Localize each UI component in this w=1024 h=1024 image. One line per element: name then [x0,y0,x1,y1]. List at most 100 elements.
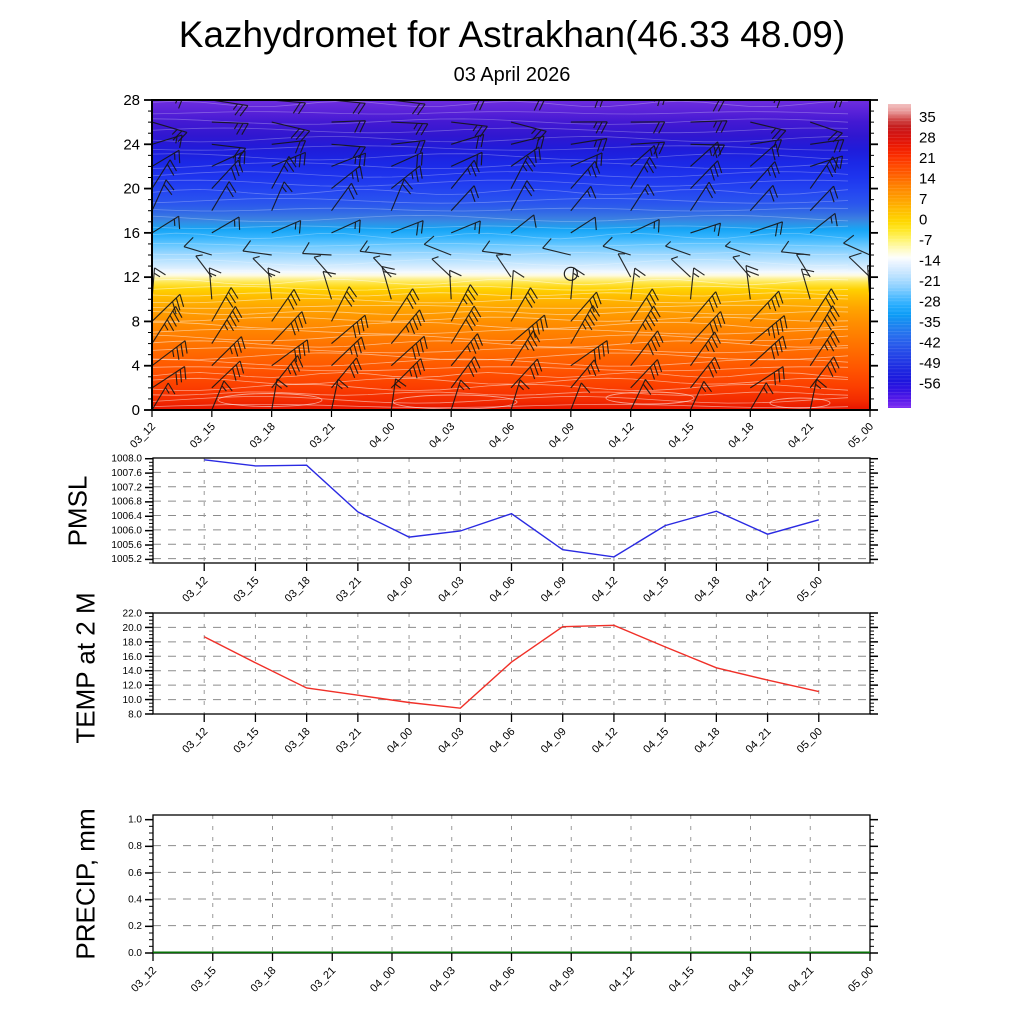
svg-text:0: 0 [919,212,927,229]
svg-text:18.0: 18.0 [123,637,143,648]
svg-text:03_18: 03_18 [248,421,278,451]
svg-text:04_00: 04_00 [385,575,415,605]
svg-text:04_12: 04_12 [590,726,620,756]
svg-text:04_21: 04_21 [744,726,774,756]
temp-panel: 22.0 20.0 18.0 16.0 14.0 12.0 10.0 8.0 03_12 03_1… [123,609,878,756]
svg-text:-7: -7 [919,232,932,249]
wind-barbs [152,100,870,410]
svg-text:04_15: 04_15 [641,726,671,756]
svg-text:28: 28 [919,130,936,147]
svg-text:-49: -49 [919,355,941,372]
svg-text:04_21: 04_21 [744,575,774,605]
svg-text:10.0: 10.0 [123,695,143,706]
svg-text:1.0: 1.0 [128,815,142,826]
svg-text:14: 14 [919,171,936,188]
svg-text:03_18: 03_18 [249,965,279,995]
svg-text:03_21: 03_21 [308,965,338,995]
svg-text:14.0: 14.0 [123,666,143,677]
svg-text:0.2: 0.2 [128,921,142,932]
temp-panel-series [203,624,819,709]
svg-text:20: 20 [123,181,140,198]
svg-text:04_12: 04_12 [590,575,620,605]
svg-text:-56: -56 [919,376,941,393]
svg-text:04_21: 04_21 [786,965,816,995]
svg-text:04_06: 04_06 [488,726,518,756]
svg-text:4: 4 [132,358,140,375]
svg-text:1007.6: 1007.6 [111,468,142,479]
svg-text:22.0: 22.0 [123,609,143,620]
precip-panel: 1.0 0.8 0.6 0.4 0.2 0.0 03_12 03_15 03_18 03_21 04… [128,814,878,995]
svg-text:04_09: 04_09 [547,965,577,995]
svg-text:04_15: 04_15 [641,575,671,605]
svg-text:03_21: 03_21 [334,726,364,756]
svg-text:-28: -28 [919,294,941,311]
svg-text:04_03: 04_03 [427,421,457,451]
svg-text:04_18: 04_18 [727,965,757,995]
svg-text:16: 16 [123,225,140,242]
svg-text:1006.4: 1006.4 [111,511,142,522]
svg-text:03_15: 03_15 [231,575,261,605]
svg-text:03_12: 03_12 [180,726,210,756]
svg-text:04_18: 04_18 [726,421,756,451]
svg-text:7: 7 [919,191,927,208]
svg-text:05_00: 05_00 [795,575,825,605]
svg-text:1005.2: 1005.2 [111,554,142,565]
svg-text:05_00: 05_00 [846,421,876,451]
svg-text:0.6: 0.6 [128,868,142,879]
svg-text:03_15: 03_15 [189,965,219,995]
svg-text:12: 12 [123,269,140,286]
svg-text:04_09: 04_09 [547,421,577,451]
svg-text:03_18: 03_18 [283,575,313,605]
svg-text:1006.0: 1006.0 [111,525,142,536]
svg-text:04_09: 04_09 [539,726,569,756]
svg-text:04_06: 04_06 [488,965,518,995]
svg-text:04_18: 04_18 [692,575,722,605]
svg-text:04_15: 04_15 [667,965,697,995]
svg-text:-14: -14 [919,253,941,270]
svg-text:04_00: 04_00 [368,965,398,995]
svg-text:05_00: 05_00 [846,965,876,995]
svg-text:1008.0: 1008.0 [111,454,142,465]
svg-text:-35: -35 [919,314,941,331]
svg-text:04_09: 04_09 [539,575,569,605]
svg-text:03_15: 03_15 [188,421,218,451]
upper-air-section-panel: 28 24 20 16 12 8 4 0 03_12 03_15 03_18 03_21 04_00 04… [123,92,878,451]
svg-text:04_18: 04_18 [692,726,722,756]
svg-text:8: 8 [132,313,140,330]
svg-text:8.0: 8.0 [128,710,142,721]
svg-text:0: 0 [132,402,140,419]
svg-text:35: 35 [919,109,936,126]
svg-text:16.0: 16.0 [123,652,143,663]
svg-text:0.4: 0.4 [128,895,142,906]
svg-text:-21: -21 [919,273,941,290]
svg-text:0.0: 0.0 [128,948,142,959]
svg-text:04_00: 04_00 [367,421,397,451]
svg-text:03_12: 03_12 [128,421,158,451]
svg-text:04_03: 04_03 [436,726,466,756]
svg-text:04_06: 04_06 [487,421,517,451]
isotherm-contours [152,100,849,410]
svg-text:04_03: 04_03 [436,575,466,605]
svg-text:05_00: 05_00 [795,726,825,756]
svg-text:-42: -42 [919,335,941,352]
page-title: Kazhydromet for Astrakhan(46.33 48.09) [178,14,846,55]
svg-text:04_12: 04_12 [607,965,637,995]
svg-text:12.0: 12.0 [123,681,143,692]
pmsl-panel-series [204,459,819,558]
svg-text:1005.6: 1005.6 [111,540,142,551]
svg-text:03_15: 03_15 [231,726,261,756]
svg-text:03_12: 03_12 [180,575,210,605]
svg-text:04_03: 04_03 [428,965,458,995]
page-subtitle: 03 April 2026 [453,64,571,86]
svg-text:20.0: 20.0 [123,623,143,634]
svg-text:04_06: 04_06 [488,575,518,605]
svg-text:04_15: 04_15 [667,421,697,451]
svg-text:03_21: 03_21 [334,575,364,605]
svg-text:04_00: 04_00 [385,726,415,756]
svg-text:03_18: 03_18 [283,726,313,756]
svg-text:24: 24 [123,136,140,153]
svg-text:28: 28 [123,92,140,109]
colorbar: 35 28 21 14 7 0 -7 -14 -21 -28 -35 -42 -49 -56 [888,104,941,408]
